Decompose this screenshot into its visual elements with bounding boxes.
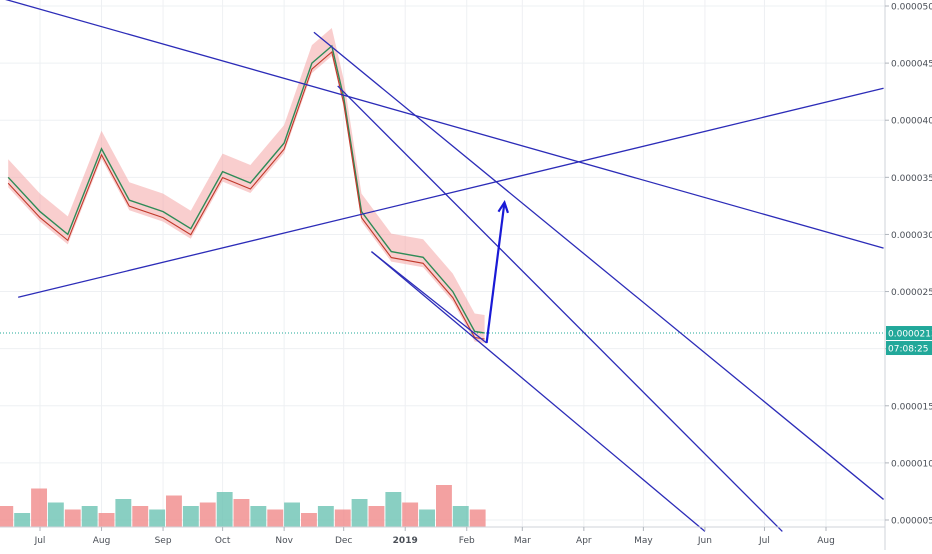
volume-bar <box>385 492 402 527</box>
time-tick-label: Apr <box>576 536 592 546</box>
price-line <box>7 44 485 334</box>
volume-bar <box>284 502 300 527</box>
volume-bar <box>216 492 233 527</box>
price-tick-label: 0.00004500 <box>891 60 932 70</box>
volume-bar <box>64 509 81 527</box>
trend-line <box>313 31 884 500</box>
volume-bar <box>351 499 368 527</box>
time-tick-label: Feb <box>459 536 475 546</box>
price-tick-label: 0.00005000 <box>891 3 932 13</box>
time-tick-label: Dec <box>335 536 352 546</box>
arrow-head <box>497 199 509 214</box>
volume-bar <box>149 509 166 527</box>
volume-bar <box>166 495 182 527</box>
trend-line <box>5 0 884 249</box>
time-tick-label: Jul <box>758 536 770 546</box>
volume-bar <box>267 509 284 527</box>
trend-line <box>18 87 884 298</box>
arrow-shaft <box>485 202 506 344</box>
volume-bar <box>81 506 98 527</box>
trend-line <box>371 251 706 532</box>
time-tick-label: Aug <box>817 536 835 546</box>
ichimoku-cloud <box>8 28 485 343</box>
volume-bar <box>115 499 132 527</box>
countdown-badge <box>886 341 932 356</box>
volume-bar <box>334 509 351 527</box>
last-price-label: 0.00002137 <box>888 330 932 340</box>
moving-average-line <box>7 50 485 340</box>
trend-lines <box>5 0 884 532</box>
volume-bar <box>250 506 267 527</box>
price-tick-label: 0.00003500 <box>891 174 932 184</box>
trend-line <box>337 85 783 532</box>
grid <box>0 0 885 527</box>
volume-bar <box>182 506 199 527</box>
volume-bar <box>469 509 486 527</box>
volume-bars <box>0 485 486 527</box>
trend-line <box>371 251 487 344</box>
volume-bar <box>31 488 47 527</box>
time-tick-label: Nov <box>275 536 293 546</box>
time-tick-label: Jul <box>34 536 46 546</box>
price-tick-label: 0.00003000 <box>891 231 932 241</box>
time-tick-label: Oct <box>215 536 231 546</box>
time-tick-label: 2019 <box>393 536 418 546</box>
volume-bar <box>317 506 334 527</box>
volume-bar <box>452 506 469 527</box>
time-tick-label: Jun <box>697 536 712 546</box>
time-tick-label: Mar <box>514 536 531 546</box>
time-axis[interactable]: Jul Aug Sep Oct Nov Dec 2019 Feb Mar Apr May Jun Jul… <box>0 526 885 546</box>
volume-bar <box>419 509 435 527</box>
volume-bar <box>47 502 64 527</box>
price-tick-label: 0.00001500 <box>891 402 932 412</box>
last-price-badge <box>886 326 932 341</box>
volume-bar <box>98 513 115 527</box>
volume-bar <box>0 506 14 527</box>
price-tick-label: 0.00004000 <box>891 117 932 127</box>
volume-bar <box>368 506 385 527</box>
volume-bar <box>402 502 419 527</box>
volume-bar <box>132 506 149 527</box>
time-tick-label: Sep <box>155 536 172 546</box>
price-tick-label: 0.00001000 <box>891 459 932 469</box>
volume-bar <box>233 499 250 527</box>
cloud-area <box>8 28 485 343</box>
price-tick-label: 0.00002500 <box>891 288 932 298</box>
volume-bar <box>436 485 452 527</box>
volume-bar <box>199 502 216 527</box>
volume-bar <box>14 513 31 527</box>
price-tick-label: 0.00000500 <box>891 517 932 527</box>
time-tick-label: May <box>634 536 653 546</box>
price-label-group: 0.00002137 07:08:25 <box>886 326 932 356</box>
countdown-label: 07:08:25 <box>888 345 928 355</box>
time-tick-label: Aug <box>93 536 111 546</box>
volume-bar <box>301 513 317 527</box>
price-series <box>0 44 885 340</box>
